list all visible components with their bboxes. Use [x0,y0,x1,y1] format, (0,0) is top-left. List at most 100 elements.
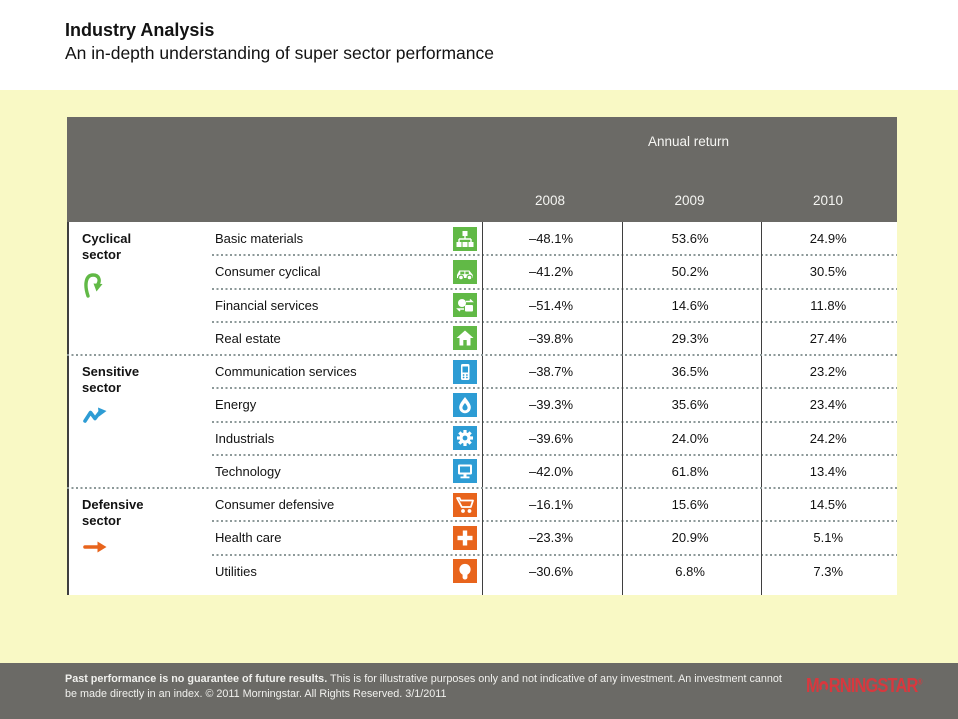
computer-monitor-icon [453,459,478,484]
sector-group-sensitive: Sensitive sector Communication services [67,354,897,488]
table-row: Industrials [212,420,897,455]
column-header-2009: 2009 [674,193,705,208]
sector-cell-sensitive: Sensitive sector [82,364,192,432]
sector-group-defensive: Defensive sector Consumer defensive [67,487,897,595]
value-2010: 24.9% [809,231,847,247]
value-2008: –39.6% [528,430,574,446]
industry-cell: Technology [212,455,481,488]
sector-label: Cyclical sector [82,231,132,262]
straight-right-arrow-icon [83,541,107,553]
sector-cell-cyclical: Cyclical sector [82,231,192,303]
table-row: Basic materials –48.1% 53.6% [212,222,897,255]
disclaimer-rest: This is for illustrative purposes only a… [327,673,782,685]
table-row: Utilities –30.6% 6.8% 7.3% [212,553,897,588]
group-rows: Basic materials –48.1% 53.6% [212,222,897,355]
value-2008: –51.4% [528,297,574,313]
morningstar-logo: M RNINGSTAR® [806,675,922,698]
sector-label: Defensive sector [82,497,144,528]
table-body: Cyclical sector Basic materials [67,222,897,595]
industry-cell: Consumer defensive [212,488,481,521]
industry-cell: Energy [212,388,481,421]
industry-cell: Utilities [212,555,481,588]
zigzag-trend-arrow-icon [83,407,107,423]
value-2009: 20.9% [671,530,709,546]
value-2009: 35.6% [671,397,709,413]
value-2009: 53.6% [671,231,709,247]
industry-label: Communication services [215,364,357,380]
money-exchange-icon [453,293,478,317]
table-row: Communication services –38.7% 36.5% [212,355,897,388]
value-2010: 5.1% [813,530,844,546]
table-header: Annual return 2008 2009 2010 [67,117,897,222]
group-rows: Communication services –38.7% 36.5% [212,355,897,488]
value-2010: 24.2% [809,430,847,446]
registered-mark: ® [917,677,923,687]
value-2009: 14.6% [671,297,709,313]
slide-footer: Past performance is no guarantee of futu… [0,663,958,719]
industry-cell: Industrials [212,422,481,455]
mobile-phone-icon [453,359,478,384]
industry-label: Technology [215,463,281,479]
value-2010: 13.4% [809,463,847,479]
column-header-2010: 2010 [812,193,844,208]
value-2008: –39.3% [528,397,574,413]
cyclical-squiggle-arrow-icon [84,273,103,298]
disclaimer-text: Past performance is no guarantee of futu… [65,672,785,701]
house-icon [453,326,478,351]
table-row: Consumer defensive –16.1% 15.6% 14.5% [212,488,897,521]
slide-body: Annual return 2008 2009 2010 Cyclical se… [0,90,958,663]
group-rows: Consumer defensive –16.1% 15.6% 14.5% [212,488,897,588]
value-2008: –39.8% [528,330,574,346]
value-2009: 29.3% [671,330,709,346]
value-2008: –38.7% [528,364,574,380]
value-2008: –30.6% [528,563,574,579]
shopping-cart-icon [453,492,478,517]
industry-label: Real estate [215,330,281,346]
industry-cell: Consumer cyclical [212,255,481,288]
value-2010: 27.4% [809,330,847,346]
value-2010: 14.5% [809,497,847,513]
value-2010: 7.3% [813,563,844,579]
value-2008: –16.1% [528,497,574,513]
column-header-2008: 2008 [534,193,566,208]
value-2009: 61.8% [671,463,709,479]
light-bulb-icon [453,559,478,583]
disclaimer-bold: Past performance is no guarantee of futu… [65,673,328,685]
page-title: Industry Analysis [65,20,215,40]
value-2009: 50.2% [671,264,709,280]
table-row: Financial services –51.4% 14.6% 11.8% [212,287,897,322]
column-divider [482,222,483,595]
industry-label: Energy [215,397,257,413]
value-2008: –42.0% [528,463,574,479]
table-row: Technology –42.0% 61.8% 13.4% [212,453,897,488]
industry-cell: Communication services [212,355,481,388]
sector-label: Sensitive sector [82,364,140,395]
medical-cross-icon [453,525,478,550]
industry-cell: Health care [212,521,481,554]
value-2010: 11.8% [810,297,847,313]
industry-label: Consumer defensive [215,497,335,513]
value-2009: 24.0% [671,430,709,446]
table-row: Health care –23.3% 20.9% 5.1% [212,520,897,554]
value-2008: –41.2% [528,264,574,280]
slide-title-band: Industry Analysis An in-depth understand… [0,0,958,90]
value-2008: –23.3% [528,530,574,546]
industry-label: Financial services [215,297,319,313]
value-2009: 36.5% [671,364,709,380]
table-row: Consumer cyclical –41.2% 50.2% [212,254,897,288]
value-2010: 23.2% [809,364,847,380]
logo-sunrise-o-icon [819,681,829,692]
table-row: Real estate –39.8% 29.3% 27.4% [212,320,897,355]
car-icon [453,259,478,284]
industry-label: Health care [215,530,282,546]
industry-cell: Basic materials [212,222,481,255]
industry-label: Consumer cyclical [215,264,321,280]
logo-letter-m: M [806,675,820,697]
logo-letters: RNINGSTAR [828,675,919,697]
industry-label: Basic materials [215,231,304,247]
table-row: Energy –39.3% 35.6% 23.4% [212,387,897,421]
value-2008: –48.1% [528,231,574,247]
industry-label: Industrials [215,430,275,446]
sector-group-cyclical: Cyclical sector Basic materials [69,222,897,355]
flame-icon [453,392,478,417]
